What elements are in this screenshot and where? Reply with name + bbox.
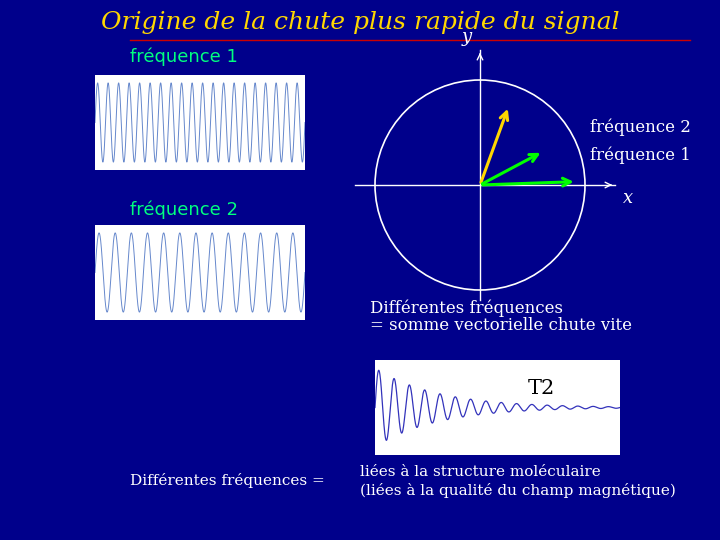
Text: = somme vectorielle chute vite: = somme vectorielle chute vite <box>370 316 632 334</box>
Text: Différentes fréquences =: Différentes fréquences = <box>130 472 330 488</box>
Bar <box>95 225 305 320</box>
Text: y: y <box>462 28 472 46</box>
Text: liées à la structure moléculaire: liées à la structure moléculaire <box>360 465 600 479</box>
Text: (liées à la qualité du champ magnétique): (liées à la qualité du champ magnétique) <box>360 483 676 497</box>
Text: x: x <box>623 189 633 207</box>
Text: fréquence 2: fréquence 2 <box>130 201 238 219</box>
Text: Différentes fréquences: Différentes fréquences <box>370 299 563 317</box>
Text: fréquence 2: fréquence 2 <box>590 118 691 136</box>
Bar <box>375 360 620 455</box>
Bar <box>95 75 305 170</box>
Text: Origine de la chute plus rapide du signal: Origine de la chute plus rapide du signa… <box>101 10 619 33</box>
Text: fréquence 1: fréquence 1 <box>130 48 238 66</box>
Text: fréquence 1: fréquence 1 <box>590 147 691 164</box>
Text: T2: T2 <box>528 379 555 397</box>
